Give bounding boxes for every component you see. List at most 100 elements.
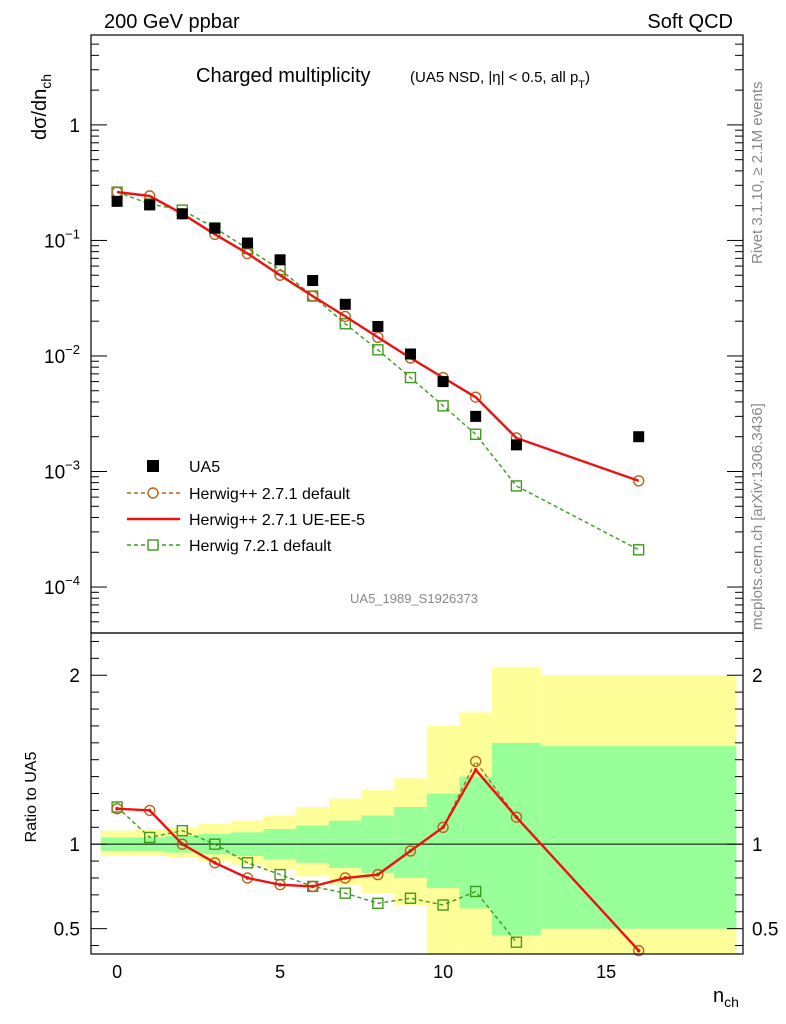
ratio-ylabel: Ratio to UA5 [23, 752, 40, 843]
y-tick-base: 10 [44, 578, 65, 599]
circle-marker [632, 944, 645, 957]
y-tick-base: 10 [44, 347, 65, 368]
ylabel-subscript: ch [38, 74, 54, 89]
circle-marker [176, 838, 188, 850]
data-point-marker [339, 298, 351, 310]
square-marker [437, 400, 449, 412]
y-tick-base: 10 [44, 231, 65, 252]
solid-point [180, 842, 185, 846]
x-tick-label: 0 [112, 962, 122, 982]
solid-point [343, 876, 348, 880]
ratio-axes: 0 5 10 15 0.5 0.5 1 1 2 2 [54, 640, 778, 982]
header-right: Soft QCD [647, 11, 733, 33]
legend-label: Herwig++ 2.7.1 UE-EE-5 [189, 512, 365, 529]
circle-marker [469, 391, 482, 403]
solid-point [147, 808, 152, 813]
solid-point [376, 872, 380, 877]
legend-circle-marker [147, 487, 159, 499]
ratio-y-tick-label-right: 2 [752, 666, 763, 687]
y-tick-exponent: −3 [65, 457, 80, 472]
legend-square-marker [147, 539, 159, 551]
square-marker [404, 371, 417, 384]
x-tick-label: 5 [275, 962, 285, 982]
chart-title: Charged multiplicity [196, 65, 371, 87]
ylabel-main: dσ/dn [29, 89, 51, 140]
main-y-tick-label: 10−3 [44, 457, 80, 483]
mcplots-label: mcplots.cern.ch [arXiv:1306.3436] [749, 403, 766, 630]
chart-title-sub: (UA5 NSD, |η| < 0.5, all pT) [410, 69, 590, 91]
inner-band-bin [491, 742, 541, 936]
solid-point [636, 948, 641, 953]
solid-point [245, 876, 250, 880]
main-y-tick-label: 10−2 [44, 342, 80, 368]
ratio-y-tick-label: 1 [69, 835, 80, 856]
xlabel-subscript: ch [724, 994, 739, 1010]
data-point-marker [144, 199, 156, 211]
title-sub-main: (UA5 NSD, |η| < 0.5, all p [410, 69, 578, 86]
square-marker [143, 831, 156, 844]
y-tick-base: 1 [69, 116, 80, 137]
data-point-marker [470, 410, 482, 422]
y-tick-exponent: −1 [65, 226, 80, 241]
legend-marker-ua5 [147, 460, 159, 472]
square-marker [372, 897, 384, 910]
data-point-marker [307, 274, 319, 286]
y-tick-exponent: −4 [65, 573, 80, 588]
circle-marker [274, 269, 286, 281]
ratio-y-tick-label-right: 1 [752, 835, 763, 856]
legend-label: UA5 [189, 459, 220, 476]
main-axes: 110−110−210−310−4 [44, 34, 743, 634]
title-sub-subscript: T [578, 79, 585, 91]
solid-point [310, 884, 315, 889]
solid-point [213, 860, 217, 865]
main-y-tick-label: 10−1 [44, 226, 80, 252]
main-y-tick-label: 1 [69, 116, 80, 137]
circle-marker [372, 331, 384, 344]
x-axis-label: nch [713, 985, 739, 1010]
solid-point [408, 849, 413, 853]
square-marker [176, 824, 188, 837]
data-point-marker [241, 237, 253, 249]
analysis-tag: UA5_1989_S1926373 [350, 591, 478, 606]
circle-marker [241, 247, 254, 260]
legend: UA5 Herwig++ 2.7.1 default Herwig++ 2.7.1 … [127, 459, 365, 555]
solid-point [278, 882, 282, 887]
circle-marker [339, 310, 351, 323]
xlabel-main: n [713, 985, 724, 1007]
square-marker [469, 885, 482, 898]
solid-point [115, 806, 119, 811]
inner-band-bin [540, 746, 737, 929]
x-tick-label: 15 [596, 962, 616, 982]
data-point-marker [437, 376, 449, 388]
ratio-uncertainty-bands [91, 666, 743, 954]
square-marker [632, 544, 645, 556]
ratio-y-tick-label-right: 0.5 [752, 920, 778, 941]
circle-marker [510, 811, 523, 823]
square-marker [510, 480, 523, 492]
header-left: 200 GeV ppbar [104, 11, 240, 33]
circle-marker [437, 821, 449, 833]
inner-band-bin [459, 776, 492, 909]
circle-marker [632, 475, 645, 487]
solid-point [514, 815, 519, 819]
circle-marker [306, 290, 319, 302]
data-point-marker [209, 222, 221, 234]
square-marker [209, 838, 221, 850]
circle-marker [404, 845, 417, 857]
square-marker [372, 344, 384, 356]
legend-label: Herwig++ 2.7.1 default [189, 486, 351, 503]
data-point-marker [274, 254, 286, 266]
series-line-solid [117, 767, 640, 952]
data-point-marker [111, 195, 123, 207]
title-sub-close: ) [585, 69, 590, 86]
square-marker [339, 318, 351, 330]
ratio-y-tick-label: 2 [69, 666, 80, 687]
main-y-tick-label: 10−4 [44, 573, 80, 599]
circle-marker [469, 755, 482, 768]
y-tick-exponent: −2 [65, 342, 80, 357]
square-marker [510, 936, 523, 948]
legend-label: Herwig 7.2.1 default [189, 538, 332, 555]
solid-point [473, 768, 478, 772]
ratio-y-tick-label: 0.5 [54, 920, 80, 941]
data-point-marker [510, 439, 522, 451]
